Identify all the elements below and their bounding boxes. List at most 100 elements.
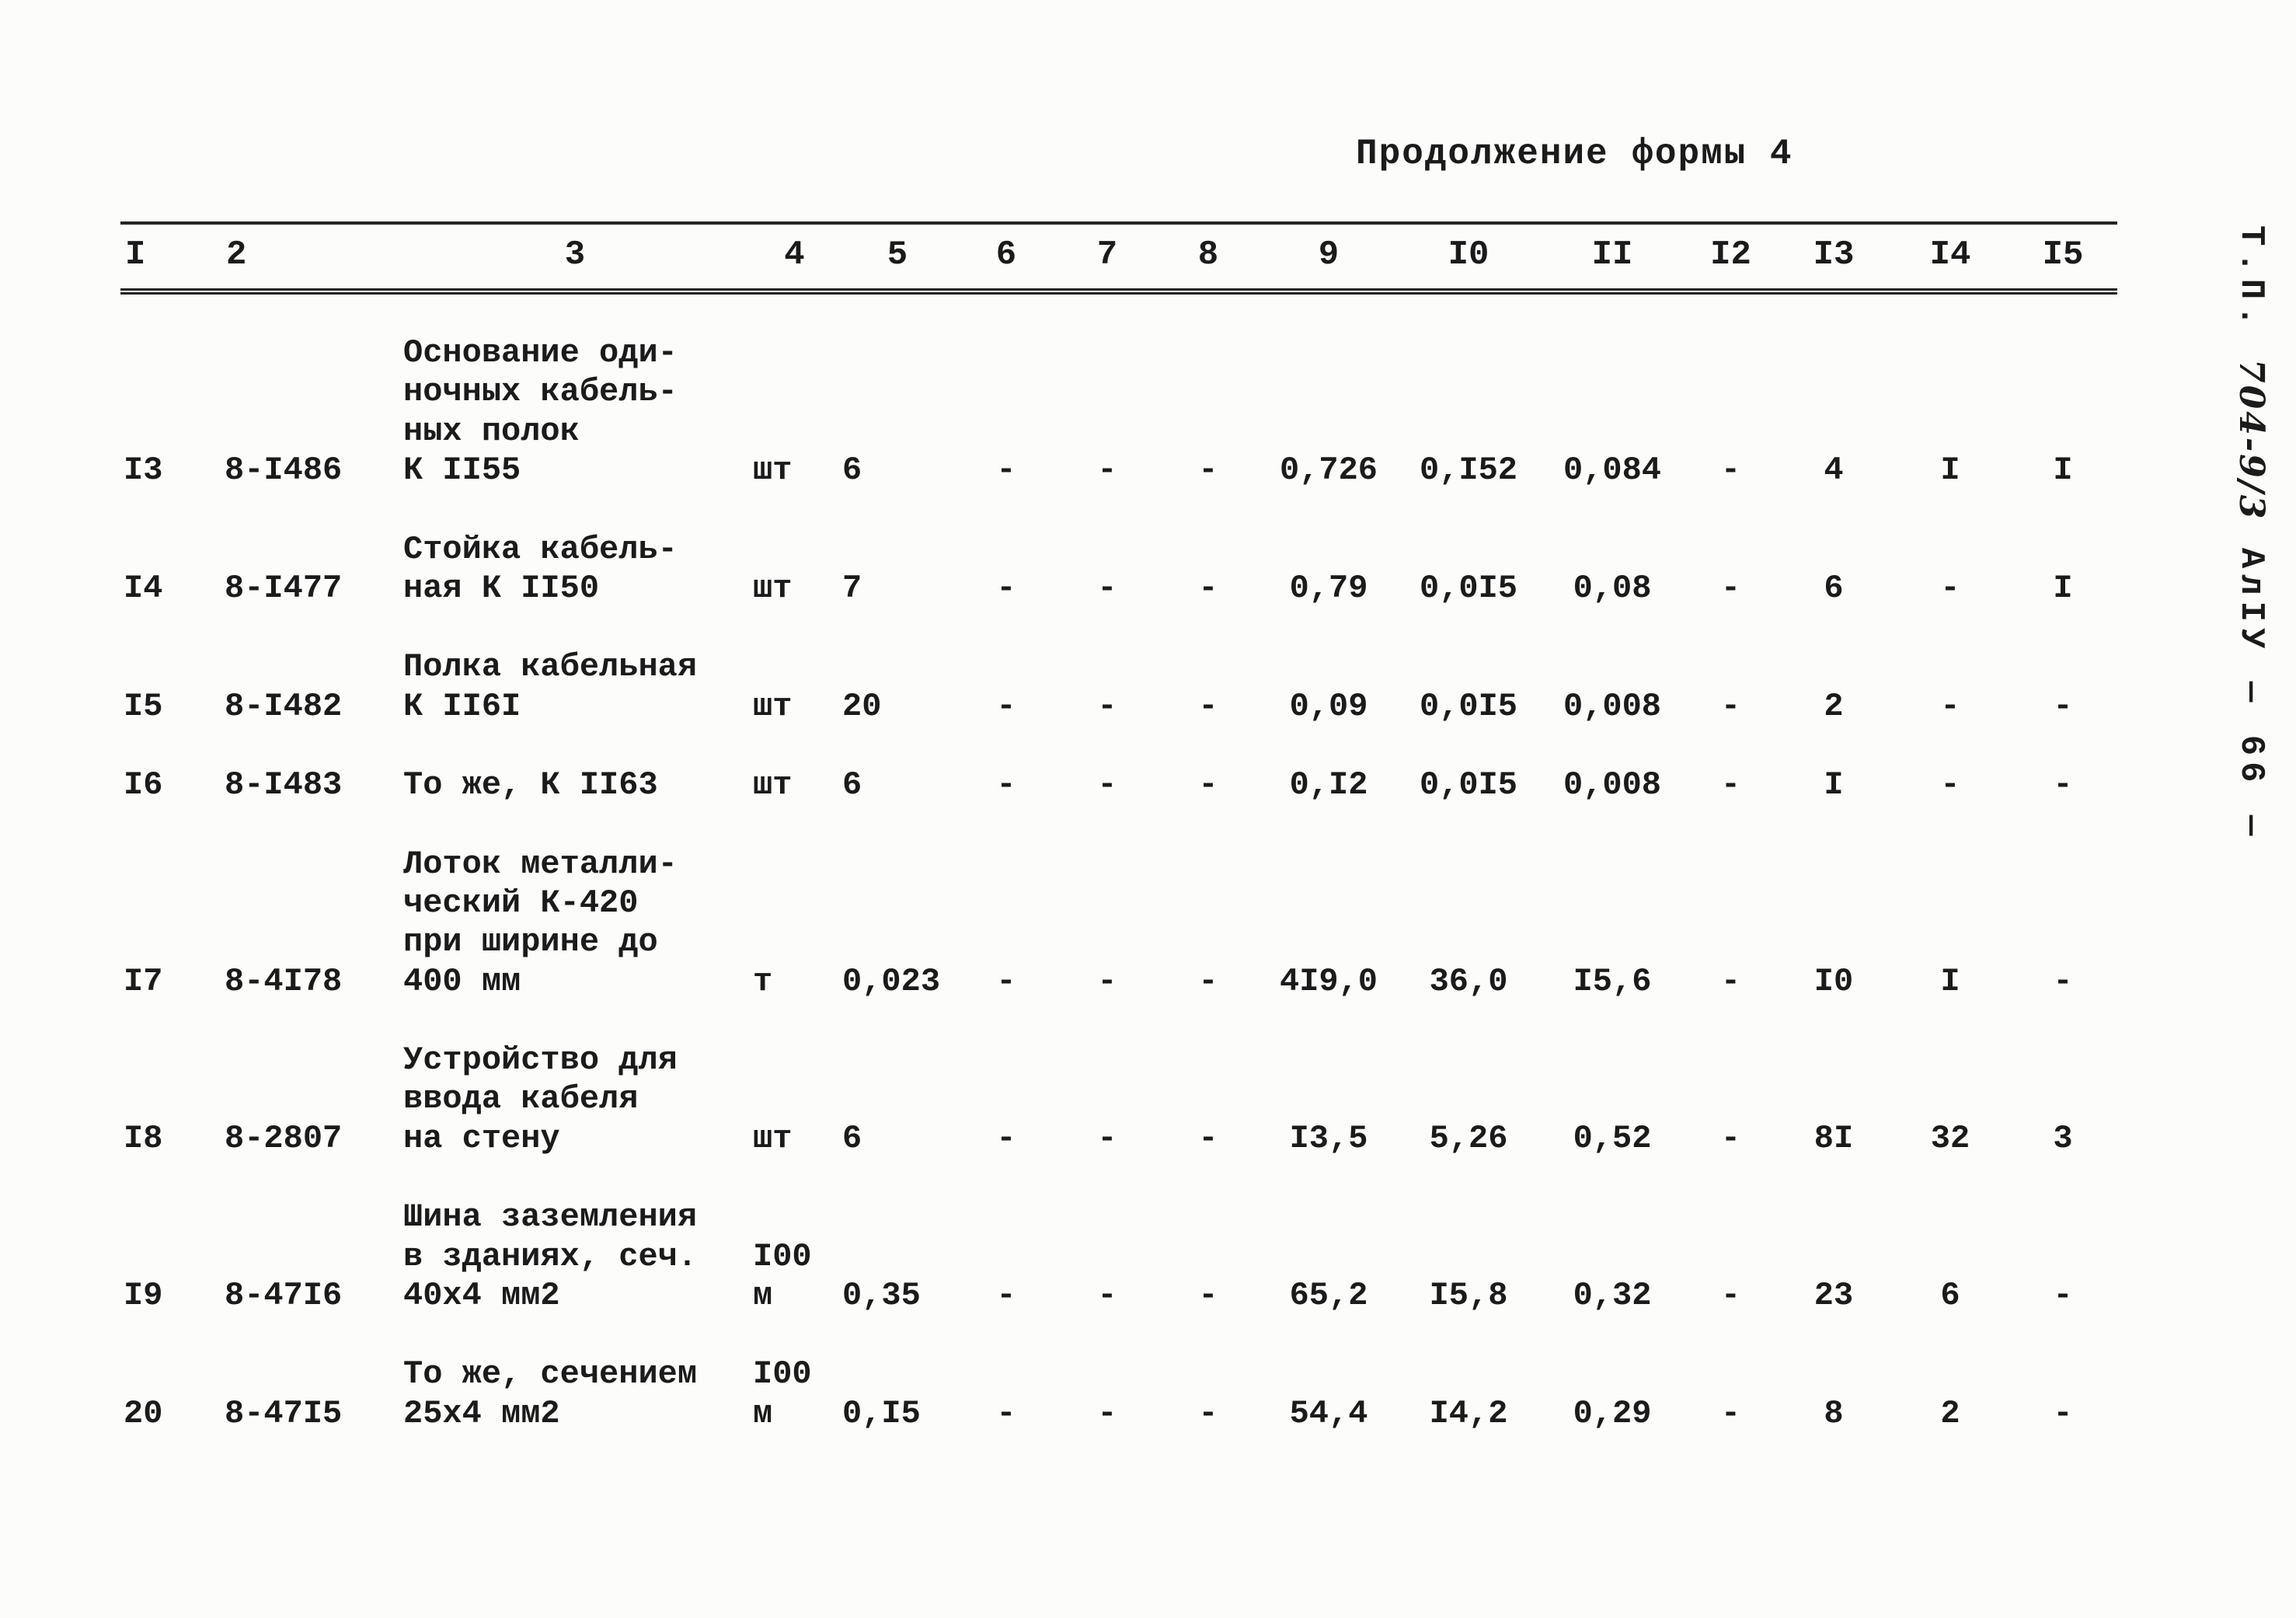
table-cell: I3,5 (1289, 1119, 1368, 1157)
table-cell: - (2053, 1394, 2073, 1432)
column-number: II (1538, 221, 1686, 295)
table-row: I5 8-I482 Полка кабельная К II6I шт 20 -… (120, 608, 2117, 727)
table-cell: 4I9,0 (1279, 962, 1378, 1000)
table-row: I4 8-I477 Стойка кабель- ная К II50 шт 7… (120, 491, 2117, 609)
table-cell: - (1097, 1394, 1117, 1432)
table-cell: - (1198, 687, 1218, 725)
table-cell: 8-47I5 (225, 1394, 343, 1432)
table-cell: 8-47I6 (225, 1277, 343, 1315)
table-cell: - (1097, 962, 1117, 1000)
page-title: Продолжение формы 4 (1356, 134, 1793, 174)
table-cell: - (1198, 1394, 1218, 1432)
table-cell: 0,084 (1563, 452, 1662, 490)
side-note-prefix: Т.П. (2232, 225, 2270, 333)
form-table: I 2 3 4 5 6 7 8 9 I0 II I2 I3 I4 I5 I3 8… (120, 221, 2117, 1434)
table-cell: 0,52 (1573, 1119, 1652, 1157)
column-number: 5 (839, 221, 956, 295)
table-cell: шт (753, 687, 793, 725)
table-cell: I5,8 (1429, 1277, 1508, 1315)
table-cell: 6 (1824, 569, 1844, 607)
table-cell: - (1720, 962, 1741, 1000)
column-number: 3 (400, 221, 750, 295)
table-cell: 0,008 (1563, 687, 1662, 725)
table-cell: - (2053, 766, 2073, 804)
table-cell: - (996, 569, 1016, 607)
table-cell: - (996, 766, 1016, 804)
table-cell: - (1720, 452, 1741, 490)
table-cell: шт (753, 569, 793, 607)
table-cell: - (2053, 687, 2073, 725)
side-note-suffix: АлIУ — 66 — (2232, 547, 2270, 842)
table-cell: 23 (1813, 1277, 1854, 1315)
table-cell: Основание оди- ночных кабель- ных полок … (403, 334, 678, 490)
table-row: I8 8-2807 Устройство для ввода кабеля на… (120, 1002, 2117, 1159)
table-cell: То же, сечением 25х4 мм2 (403, 1355, 698, 1432)
table-cell: I (1824, 766, 1844, 804)
table-cell: 0,I5 (842, 1394, 921, 1432)
column-number: I2 (1686, 221, 1775, 295)
table-cell: 3 (2053, 1119, 2073, 1157)
table-cell: То же, К II63 (403, 766, 658, 804)
column-number: I4 (1892, 221, 2009, 295)
table-cell: 20 (124, 1394, 163, 1432)
table-cell: - (1198, 1119, 1218, 1157)
table-cell: I4 (124, 569, 163, 607)
table-cell: I5,6 (1573, 962, 1652, 1000)
table-cell: - (1198, 766, 1218, 804)
table-cell: - (2053, 1277, 2073, 1315)
table-cell: I5 (124, 687, 163, 725)
table-cell: 5,26 (1429, 1119, 1508, 1157)
table-cell: - (996, 687, 1016, 725)
table-cell: 8-I477 (225, 569, 343, 607)
table-cell: I6 (124, 766, 163, 804)
table-cell: - (2053, 962, 2073, 1000)
table-cell: I (1940, 962, 1960, 1000)
table-cell: - (1097, 569, 1117, 607)
table-cell: 6 (842, 452, 862, 490)
table-cell: 8-4I78 (225, 962, 343, 1000)
table-cell: т (753, 962, 773, 1000)
table-cell: - (1940, 687, 1960, 725)
table-cell: I8 (124, 1119, 163, 1157)
table-cell: 0,29 (1573, 1394, 1652, 1432)
table-cell: 2 (1824, 687, 1844, 725)
table-cell: шт (753, 452, 793, 490)
table-cell: 8-I483 (225, 766, 343, 804)
table-cell: - (1720, 687, 1741, 725)
table-cell: 8 (1824, 1394, 1844, 1432)
table-cell: - (1940, 569, 1960, 607)
table-cell: - (1720, 569, 1741, 607)
table-cell: I3 (124, 452, 163, 490)
table-cell: 20 (842, 687, 882, 725)
table-cell: Стойка кабель- ная К II50 (403, 530, 678, 607)
column-number: I5 (2009, 221, 2117, 295)
table-cell: 6 (1940, 1277, 1960, 1315)
table-row: I9 8-47I6 Шина заземления в зданиях, сеч… (120, 1159, 2117, 1316)
table-cell: 36,0 (1429, 962, 1508, 1000)
table-cell: 0,09 (1289, 687, 1368, 725)
table-cell: - (996, 1394, 1016, 1432)
table-cell: - (996, 1119, 1016, 1157)
table-cell: 8-I486 (225, 452, 343, 490)
column-number: 2 (221, 221, 400, 295)
table-cell: - (1198, 1277, 1218, 1315)
table-cell: - (1940, 766, 1960, 804)
table-cell: 0,I2 (1289, 766, 1368, 804)
column-number: 8 (1158, 221, 1259, 295)
table-cell: Полка кабельная К II6I (403, 648, 698, 725)
column-number: 7 (1057, 221, 1158, 295)
table-cell: Лоток металли- ческий К-420 при ширине д… (403, 845, 678, 1000)
table-cell: 0,79 (1289, 569, 1368, 607)
table-cell: 65,2 (1289, 1277, 1368, 1315)
table-cell: I4,2 (1429, 1394, 1508, 1432)
table-cell: I0 (1813, 962, 1854, 1000)
table-cell: I00 м (753, 1355, 812, 1432)
table-cell: - (1198, 962, 1218, 1000)
table-cell: 0,0I5 (1419, 569, 1518, 607)
table-cell: I9 (124, 1277, 163, 1315)
table-cell: - (1720, 766, 1741, 804)
table-cell: - (1720, 1394, 1741, 1432)
table-cell: - (1097, 1119, 1117, 1157)
side-note-handwritten: 704-9/3 (2232, 359, 2271, 521)
